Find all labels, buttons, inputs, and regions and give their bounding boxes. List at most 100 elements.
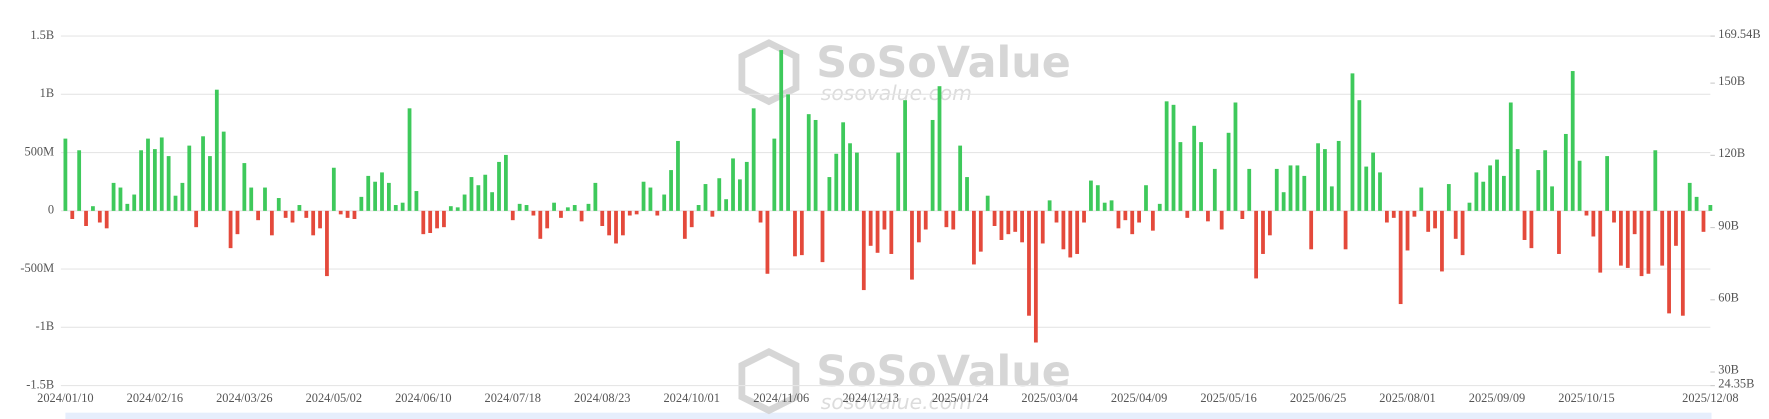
bar [772,138,777,211]
bar [1240,210,1245,220]
bar [373,181,378,211]
bar [1680,210,1685,316]
bar [1453,210,1458,239]
bar [91,206,95,211]
bar [724,199,729,211]
bar [738,179,742,211]
bar [600,210,605,226]
bar [393,205,398,211]
bar [786,94,790,211]
bar [325,210,329,277]
bar [731,158,735,211]
bar [1350,73,1355,211]
bar [1295,165,1300,211]
bar [1646,210,1651,274]
bar [985,195,990,211]
bar [820,210,825,263]
bar [1329,186,1334,211]
bar [1384,210,1389,223]
bar [689,210,694,228]
x-tick-label: 2025/10/15 [1558,391,1614,405]
bar [414,191,419,211]
bar [1708,205,1713,211]
bar [1309,210,1314,250]
bar [1075,210,1080,254]
bar [352,210,357,220]
x-tick-label: 2024/12/13 [842,391,898,405]
bar [318,210,322,229]
bar [559,210,563,218]
y-tick-label: 1.5B [30,28,54,42]
bar [910,210,914,280]
bar [497,161,501,211]
y2-tick-label: 30B [1718,363,1739,377]
bar [483,174,488,211]
bar [744,161,749,211]
bar [965,177,969,211]
bar [855,152,859,211]
bar [923,210,928,230]
bar [682,210,687,239]
bar [187,145,192,211]
bar [1164,101,1169,211]
y2-tick-label: 169.54B [1718,27,1760,41]
bar [545,210,550,229]
bar [269,210,274,236]
bar [1501,175,1506,211]
bar [992,210,997,226]
watermark: SoSoValue sosovalue.com SoSoValue sosova… [738,38,1071,415]
bar [972,210,976,265]
bar [799,210,804,256]
bar [793,210,797,257]
bar [655,210,660,216]
bar [958,145,963,211]
bar [428,210,433,233]
bar [1089,180,1093,211]
bar [1419,187,1424,211]
bar [916,210,921,243]
bar [1584,210,1589,216]
bar [152,149,157,211]
bar [1660,210,1665,266]
bar [572,205,577,211]
y2-tick-label: 90B [1718,218,1739,232]
bar [579,210,584,222]
x-tick-label: 2025/09/09 [1469,391,1525,405]
bar [524,205,529,211]
bar [703,184,708,211]
watermark-title: SoSoValue [816,38,1070,88]
bar [1261,210,1265,254]
bar [1336,140,1341,211]
bar [1598,210,1603,273]
bar [510,210,515,221]
bar [146,138,150,211]
bar [1130,210,1135,235]
bar [1653,150,1658,211]
bar [1508,102,1513,211]
bar [1267,210,1272,236]
bar [1013,210,1018,232]
bar [1405,210,1410,251]
y-tick-label: -1B [36,319,55,333]
bar [531,210,536,216]
bar [1054,210,1059,223]
bar [1178,142,1183,211]
bar [1488,165,1493,211]
bar [503,154,508,211]
bar [1047,200,1052,211]
watermark-logo [738,39,800,106]
bar [1391,210,1396,218]
bar [930,119,935,211]
bar [249,187,254,211]
bar [442,210,446,228]
bar [345,210,350,218]
x-tick-label: 2024/11/06 [753,391,809,405]
bar [304,210,309,218]
bar [1006,210,1011,235]
bar [194,210,199,228]
bar [214,89,219,211]
bar [1219,210,1224,230]
bar [710,210,715,217]
bar [565,207,570,211]
